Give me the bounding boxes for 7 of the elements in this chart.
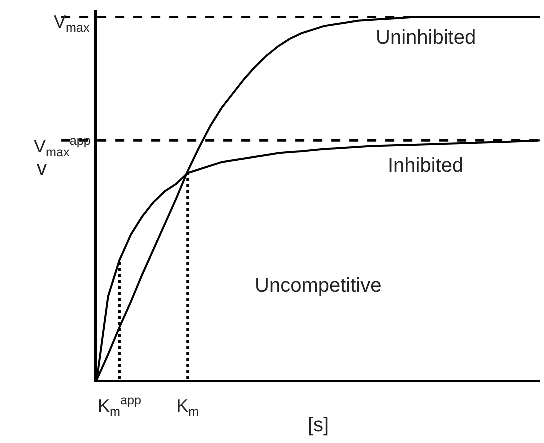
annotation: Uncompetitive	[255, 275, 382, 297]
x-axis-title: [s]	[308, 414, 330, 437]
x-tick-label: K$_{m}$	[176, 396, 200, 419]
y-axis-title: v	[37, 158, 47, 180]
series-label: Uninhibited	[376, 27, 476, 49]
ref-line-label: V$_{max}$	[54, 12, 91, 35]
series-label: Inhibited	[388, 155, 464, 177]
